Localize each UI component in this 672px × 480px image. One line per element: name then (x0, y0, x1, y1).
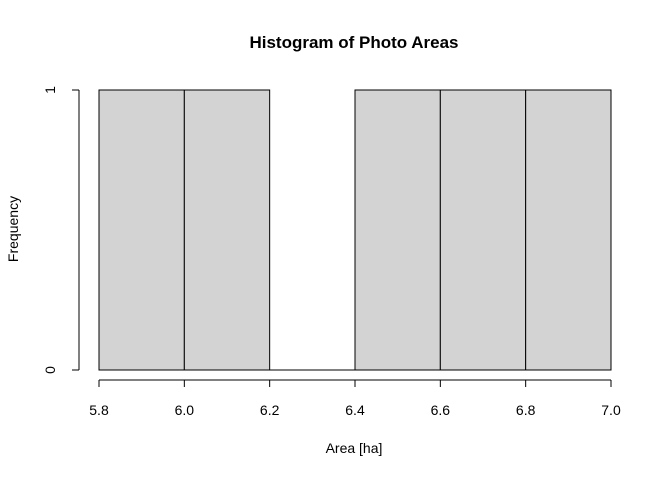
histogram-bar-2 (183, 89, 271, 371)
y-tick-label: 0 (42, 366, 58, 374)
x-tick-label: 6.4 (345, 402, 365, 418)
x-tick-label: 6.8 (516, 402, 536, 418)
histogram-bar-6 (525, 89, 612, 371)
y-axis-label: Frequency (5, 196, 21, 262)
x-tick-label: 5.8 (89, 402, 109, 418)
y-axis: 01 (42, 86, 80, 374)
x-tick-label: 6.2 (260, 402, 280, 418)
histogram-bar-4 (354, 89, 441, 371)
chart-title: Histogram of Photo Areas (249, 33, 458, 52)
histogram-bar-5 (439, 89, 527, 371)
bars-group (98, 89, 612, 371)
x-axis: 5.8 6.0 6.2 6.4 6.6 6.8 7.0 (89, 379, 621, 418)
x-tick-label: 7.0 (601, 402, 621, 418)
x-tick-label: 6.0 (175, 402, 195, 418)
y-tick-label: 1 (42, 86, 58, 94)
x-tick-label: 6.6 (431, 402, 451, 418)
x-axis-label: Area [ha] (326, 440, 383, 456)
histogram-bar-1 (98, 89, 185, 371)
